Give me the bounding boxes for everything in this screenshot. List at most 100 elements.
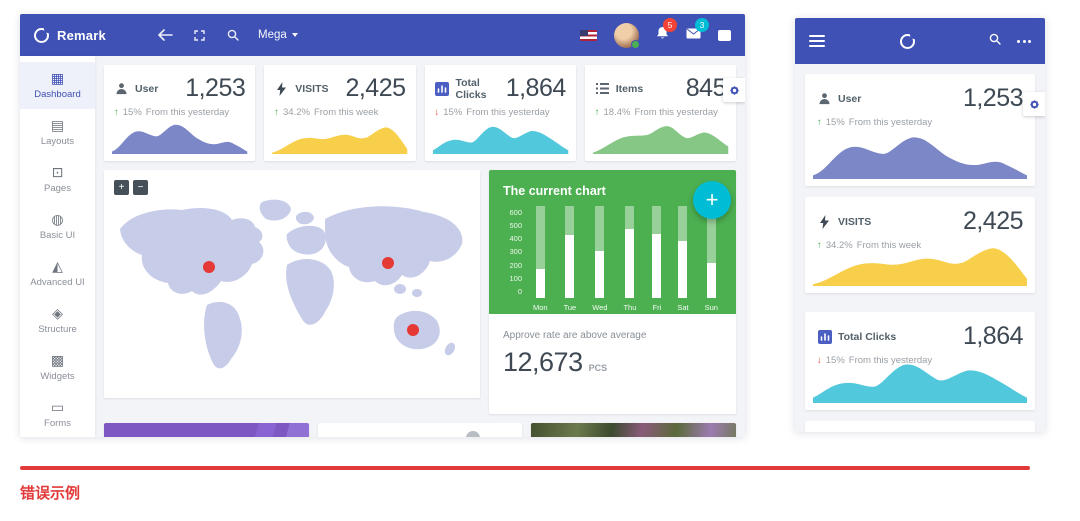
chart-footer-value: 12,673 bbox=[503, 347, 583, 377]
stat-label: VISITS bbox=[838, 215, 872, 228]
x-tick-label: Sun bbox=[704, 303, 718, 312]
bar-track bbox=[625, 206, 635, 298]
bar-fill bbox=[706, 263, 716, 298]
world-map[interactable] bbox=[112, 178, 472, 390]
desktop-dashboard: Remark Mega 5 3 ▦ bbox=[20, 14, 745, 437]
basic-ui-icon: ◍ bbox=[51, 211, 64, 227]
avatar-placeholder bbox=[466, 431, 481, 437]
trend-up-icon: ↑ bbox=[817, 240, 822, 251]
bar-tue: Tue bbox=[564, 206, 576, 312]
y-tick-label: 100 bbox=[509, 273, 522, 283]
sidebar-item-dashboard[interactable]: ▦ Dashboard bbox=[20, 62, 95, 109]
top-navbar: Remark Mega 5 3 bbox=[20, 14, 745, 56]
settings-toggle-button[interactable] bbox=[723, 78, 745, 102]
advanced-ui-icon: ◭ bbox=[52, 258, 63, 274]
stat-delta: 15% bbox=[122, 107, 142, 118]
chart-title: The current chart bbox=[503, 184, 606, 198]
map-marker-australia[interactable] bbox=[407, 324, 419, 336]
weekly-chart-card: The current chart 600 500 400 300 200 100 0 Mo… bbox=[489, 170, 736, 414]
x-tick-label: Sat bbox=[677, 303, 689, 312]
stat-period: From this yesterday bbox=[848, 355, 933, 366]
sidebar-item-forms[interactable]: ▭ Forms bbox=[20, 391, 95, 437]
stat-period: From this week bbox=[313, 107, 379, 118]
stat-delta: 15% bbox=[443, 107, 463, 118]
forms-icon: ▭ bbox=[50, 399, 65, 415]
bar-chart-icon bbox=[435, 81, 450, 96]
stat-label: Total Clicks bbox=[838, 330, 897, 343]
messages-button[interactable]: 3 bbox=[686, 18, 709, 44]
bar-track bbox=[535, 206, 545, 298]
y-tick-label: 500 bbox=[509, 221, 522, 231]
chart-footer-text: Approve rate are above average bbox=[503, 330, 647, 341]
user-avatar[interactable] bbox=[614, 22, 640, 49]
brand-name: Remark bbox=[57, 27, 106, 43]
language-flag-icon[interactable] bbox=[580, 29, 597, 41]
stat-card-user: User 1,253 ↑ 15% From this yesterday bbox=[104, 65, 256, 161]
bottom-card-photo bbox=[531, 423, 737, 437]
bottom-card-white bbox=[317, 423, 523, 437]
stat-delta: 18.4% bbox=[603, 107, 631, 118]
sidebar-item-layouts[interactable]: ▤ Layouts bbox=[20, 109, 95, 156]
x-tick-label: Mon bbox=[533, 303, 548, 312]
sparkline-area-chart bbox=[592, 126, 728, 154]
stat-delta: 15% bbox=[825, 355, 845, 366]
gear-icon bbox=[729, 85, 739, 95]
sidebar-item-advanced-ui[interactable]: ◭ Advanced UI bbox=[20, 250, 95, 297]
dashboard-content: User 1,253 ↑ 15% From this yesterday bbox=[95, 56, 745, 437]
map-marker-us[interactable] bbox=[203, 261, 215, 273]
stat-period: From this week bbox=[856, 240, 922, 251]
notifications-button[interactable]: 5 bbox=[656, 17, 677, 45]
trend-down-icon: ↓ bbox=[817, 355, 822, 366]
more-icon[interactable] bbox=[1017, 39, 1031, 43]
stat-label: User bbox=[135, 82, 159, 95]
map-zoom-in-button[interactable]: + bbox=[114, 180, 129, 195]
menu-icon[interactable] bbox=[809, 32, 825, 50]
stat-label: User bbox=[838, 92, 862, 105]
chart-footer: Approve rate are above average 12,673 PC… bbox=[489, 314, 736, 414]
bar-chart-icon bbox=[817, 329, 832, 344]
sparkline-area-chart bbox=[272, 127, 408, 154]
mobile-dashboard: User 1,253 ↑ 15% From this yesterday VIS… bbox=[795, 18, 1045, 432]
stat-value: 2,425 bbox=[345, 74, 406, 102]
chart-footer-unit: PCS bbox=[588, 363, 608, 373]
settings-toggle-button[interactable] bbox=[1023, 92, 1045, 116]
fullscreen-icon[interactable] bbox=[186, 22, 212, 48]
brand[interactable]: Remark bbox=[34, 24, 152, 43]
sidebar-item-label: Widgets bbox=[40, 371, 75, 382]
x-tick-label: Fri bbox=[652, 303, 662, 312]
list-icon bbox=[595, 81, 610, 96]
sparkline-area-chart bbox=[813, 248, 1027, 286]
sidebar-item-structure[interactable]: ◈ Structure bbox=[20, 297, 95, 344]
bar-track bbox=[652, 206, 662, 298]
user-icon bbox=[114, 81, 129, 96]
search-icon[interactable] bbox=[220, 22, 246, 48]
stat-period: From this yesterday bbox=[466, 107, 550, 118]
bar-mon: Mon bbox=[533, 206, 548, 312]
map-markers bbox=[203, 257, 419, 336]
chart-bars: Mon Tue Wed Thu Fri Sat Sun bbox=[529, 206, 722, 312]
stat-delta: 15% bbox=[825, 117, 845, 128]
back-arrow-icon[interactable] bbox=[152, 22, 178, 48]
stat-card-visits: VISITS 2,425 ↑ 34.2% From this week bbox=[264, 65, 416, 161]
stat-value: 2,425 bbox=[962, 207, 1024, 235]
x-tick-label: Thu bbox=[623, 303, 637, 312]
red-divider-line bbox=[20, 466, 1030, 470]
remark-logo-icon bbox=[34, 24, 52, 43]
plus-icon: + bbox=[705, 187, 719, 212]
map-zoom-out-button[interactable]: − bbox=[133, 180, 148, 195]
add-button[interactable]: + bbox=[693, 181, 731, 219]
sidebar-item-pages[interactable]: ⊡ Pages bbox=[20, 156, 95, 203]
search-icon[interactable] bbox=[989, 32, 1001, 50]
mega-menu-dropdown[interactable]: Mega bbox=[258, 29, 298, 41]
chat-icon[interactable] bbox=[718, 29, 731, 41]
bar-fri: Fri bbox=[652, 206, 662, 312]
sidebar-item-basic-ui[interactable]: ◍ Basic UI bbox=[20, 203, 95, 250]
chevron-down-icon bbox=[291, 33, 298, 37]
dashboard-icon: ▦ bbox=[50, 70, 65, 86]
y-tick-label: 400 bbox=[509, 234, 522, 244]
sidebar-item-widgets[interactable]: ▩ Widgets bbox=[20, 344, 95, 391]
map-marker-china[interactable] bbox=[382, 257, 394, 269]
y-tick-label: 300 bbox=[509, 247, 522, 257]
bar-sun: Sun bbox=[705, 206, 718, 312]
layouts-icon: ▤ bbox=[50, 117, 65, 133]
